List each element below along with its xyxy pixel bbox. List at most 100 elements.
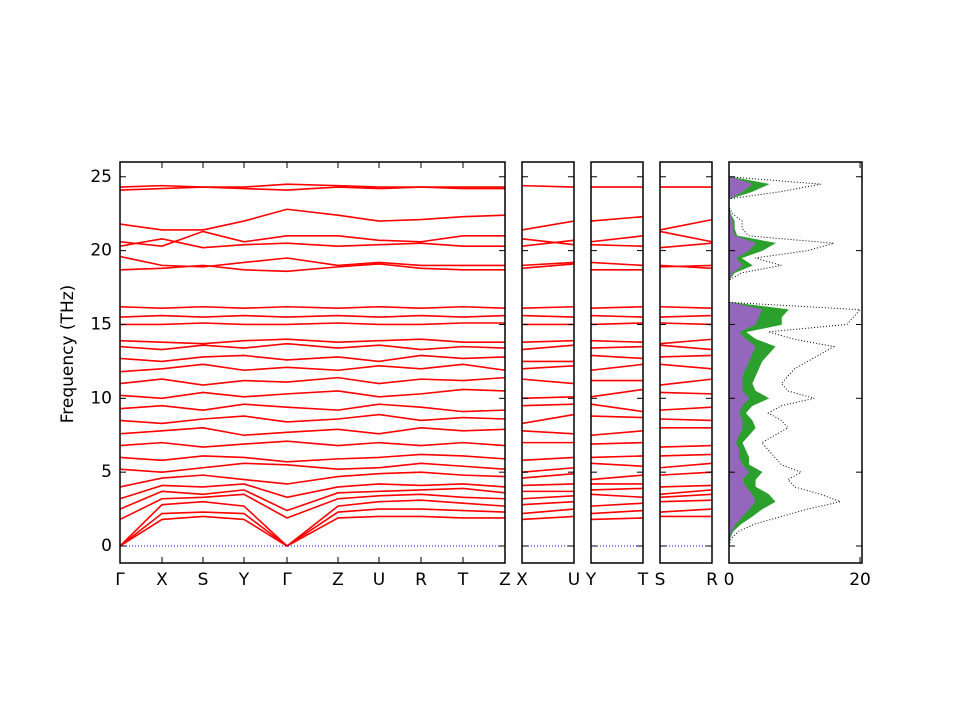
band-line bbox=[521, 339, 575, 343]
band-line bbox=[119, 342, 506, 351]
x-tick-label: S bbox=[655, 570, 666, 590]
band-line bbox=[590, 215, 644, 222]
x-tick-label: T bbox=[637, 570, 649, 590]
band-line bbox=[119, 487, 506, 512]
y-tick-label: 5 bbox=[101, 462, 112, 482]
band-line bbox=[521, 378, 575, 385]
band-line bbox=[659, 338, 713, 345]
y-tick-label: 25 bbox=[90, 167, 112, 187]
band-line bbox=[590, 261, 644, 267]
band-line bbox=[119, 508, 506, 547]
band-line bbox=[590, 517, 644, 521]
band-line bbox=[659, 314, 713, 318]
band-line bbox=[119, 363, 506, 373]
band-line bbox=[521, 220, 575, 231]
band-line bbox=[590, 487, 644, 491]
band-line bbox=[521, 239, 575, 247]
band-line bbox=[119, 338, 505, 345]
x-tick-label: Z bbox=[499, 570, 511, 590]
band-line bbox=[659, 305, 713, 310]
band-line bbox=[119, 440, 506, 448]
plot-frame bbox=[119, 161, 506, 564]
dos-area bbox=[729, 176, 789, 547]
band-line bbox=[659, 322, 713, 326]
y-axis-label: Frequency (THz) bbox=[58, 285, 78, 424]
band-line bbox=[119, 186, 505, 191]
x-tick-label: Γ bbox=[282, 570, 292, 590]
band-line bbox=[521, 261, 575, 267]
band-line bbox=[119, 305, 506, 310]
band-line bbox=[119, 427, 506, 437]
band-line bbox=[590, 305, 644, 310]
band-line bbox=[119, 499, 506, 548]
band-line bbox=[119, 376, 506, 386]
band-line bbox=[119, 403, 506, 413]
band-line bbox=[590, 441, 644, 445]
y-tick-label: 10 bbox=[90, 388, 112, 408]
x-tick-label: 0 bbox=[724, 570, 735, 590]
band-line bbox=[119, 483, 506, 500]
band-line bbox=[521, 494, 575, 500]
band-line bbox=[119, 354, 506, 363]
band-line bbox=[659, 453, 713, 457]
y-tick-label: 20 bbox=[90, 241, 112, 261]
band-line bbox=[119, 515, 505, 547]
band-line bbox=[590, 455, 644, 459]
plot-frame bbox=[521, 161, 575, 564]
band-line bbox=[659, 264, 713, 268]
plot-frame bbox=[728, 161, 863, 564]
x-tick-label: S bbox=[198, 570, 209, 590]
band-line bbox=[521, 238, 575, 246]
band-line bbox=[119, 255, 505, 268]
band-line bbox=[659, 378, 713, 386]
band-line bbox=[659, 406, 713, 411]
x-tick-label: R bbox=[415, 570, 427, 590]
x-tick-label: U bbox=[568, 570, 580, 590]
x-tick-label: 20 bbox=[849, 570, 871, 590]
band-line bbox=[590, 462, 644, 468]
band-line bbox=[521, 314, 575, 318]
band-line bbox=[521, 483, 575, 487]
band-line bbox=[590, 314, 644, 318]
x-tick-label: R bbox=[706, 570, 718, 590]
band-line bbox=[659, 242, 713, 249]
band-line bbox=[120, 322, 505, 326]
band-line bbox=[590, 430, 644, 437]
band-line bbox=[521, 430, 575, 435]
band-line bbox=[659, 471, 713, 476]
band-line bbox=[521, 508, 575, 515]
band-line bbox=[590, 363, 644, 372]
band-line bbox=[119, 183, 505, 188]
band-line bbox=[659, 462, 713, 469]
x-tick-label: T bbox=[457, 570, 469, 590]
band-line bbox=[659, 418, 713, 422]
band-line bbox=[521, 500, 575, 506]
band-line bbox=[590, 235, 644, 243]
x-tick-label: Y bbox=[585, 570, 597, 590]
band-line bbox=[659, 344, 713, 351]
band-line bbox=[521, 365, 575, 370]
band-line bbox=[590, 388, 644, 398]
band-line bbox=[119, 462, 506, 473]
band-line bbox=[590, 509, 644, 515]
band-line bbox=[521, 515, 575, 521]
band-line bbox=[521, 472, 575, 479]
band-line bbox=[119, 453, 506, 463]
x-tick-label: Z bbox=[332, 570, 344, 590]
band-line bbox=[659, 489, 713, 496]
dos-line bbox=[729, 176, 862, 547]
band-line bbox=[590, 322, 644, 326]
band-line bbox=[590, 502, 644, 507]
band-line bbox=[590, 339, 644, 343]
band-line bbox=[119, 230, 505, 248]
band-line bbox=[521, 413, 575, 425]
band-line bbox=[119, 388, 506, 400]
x-tick-label: U bbox=[373, 570, 385, 590]
band-line bbox=[590, 243, 644, 247]
band-line bbox=[659, 484, 713, 488]
y-tick-label: 0 bbox=[101, 536, 112, 556]
band-line bbox=[590, 403, 644, 413]
band-line bbox=[119, 413, 506, 425]
